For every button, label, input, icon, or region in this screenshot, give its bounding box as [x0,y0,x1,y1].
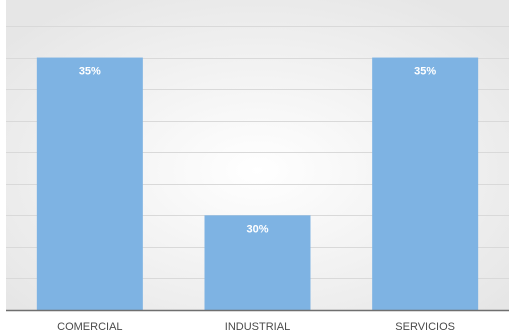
bars [36,57,479,310]
category-label-servicios: SERVICIOS [395,321,455,333]
category-label-comercial: COMERCIAL [57,321,122,333]
bar-comercial [36,57,143,310]
data-label-comercial: 35% [79,66,101,78]
category-label-industrial: INDUSTRIAL [225,321,290,333]
data-label-servicios: 35% [414,66,436,78]
labels: 35% COMERCIAL 30% INDUSTRIAL 35% SERVICIOS [57,66,455,333]
data-label-industrial: 30% [246,223,268,235]
bar-industrial [204,215,311,310]
bar-servicios [372,57,479,310]
